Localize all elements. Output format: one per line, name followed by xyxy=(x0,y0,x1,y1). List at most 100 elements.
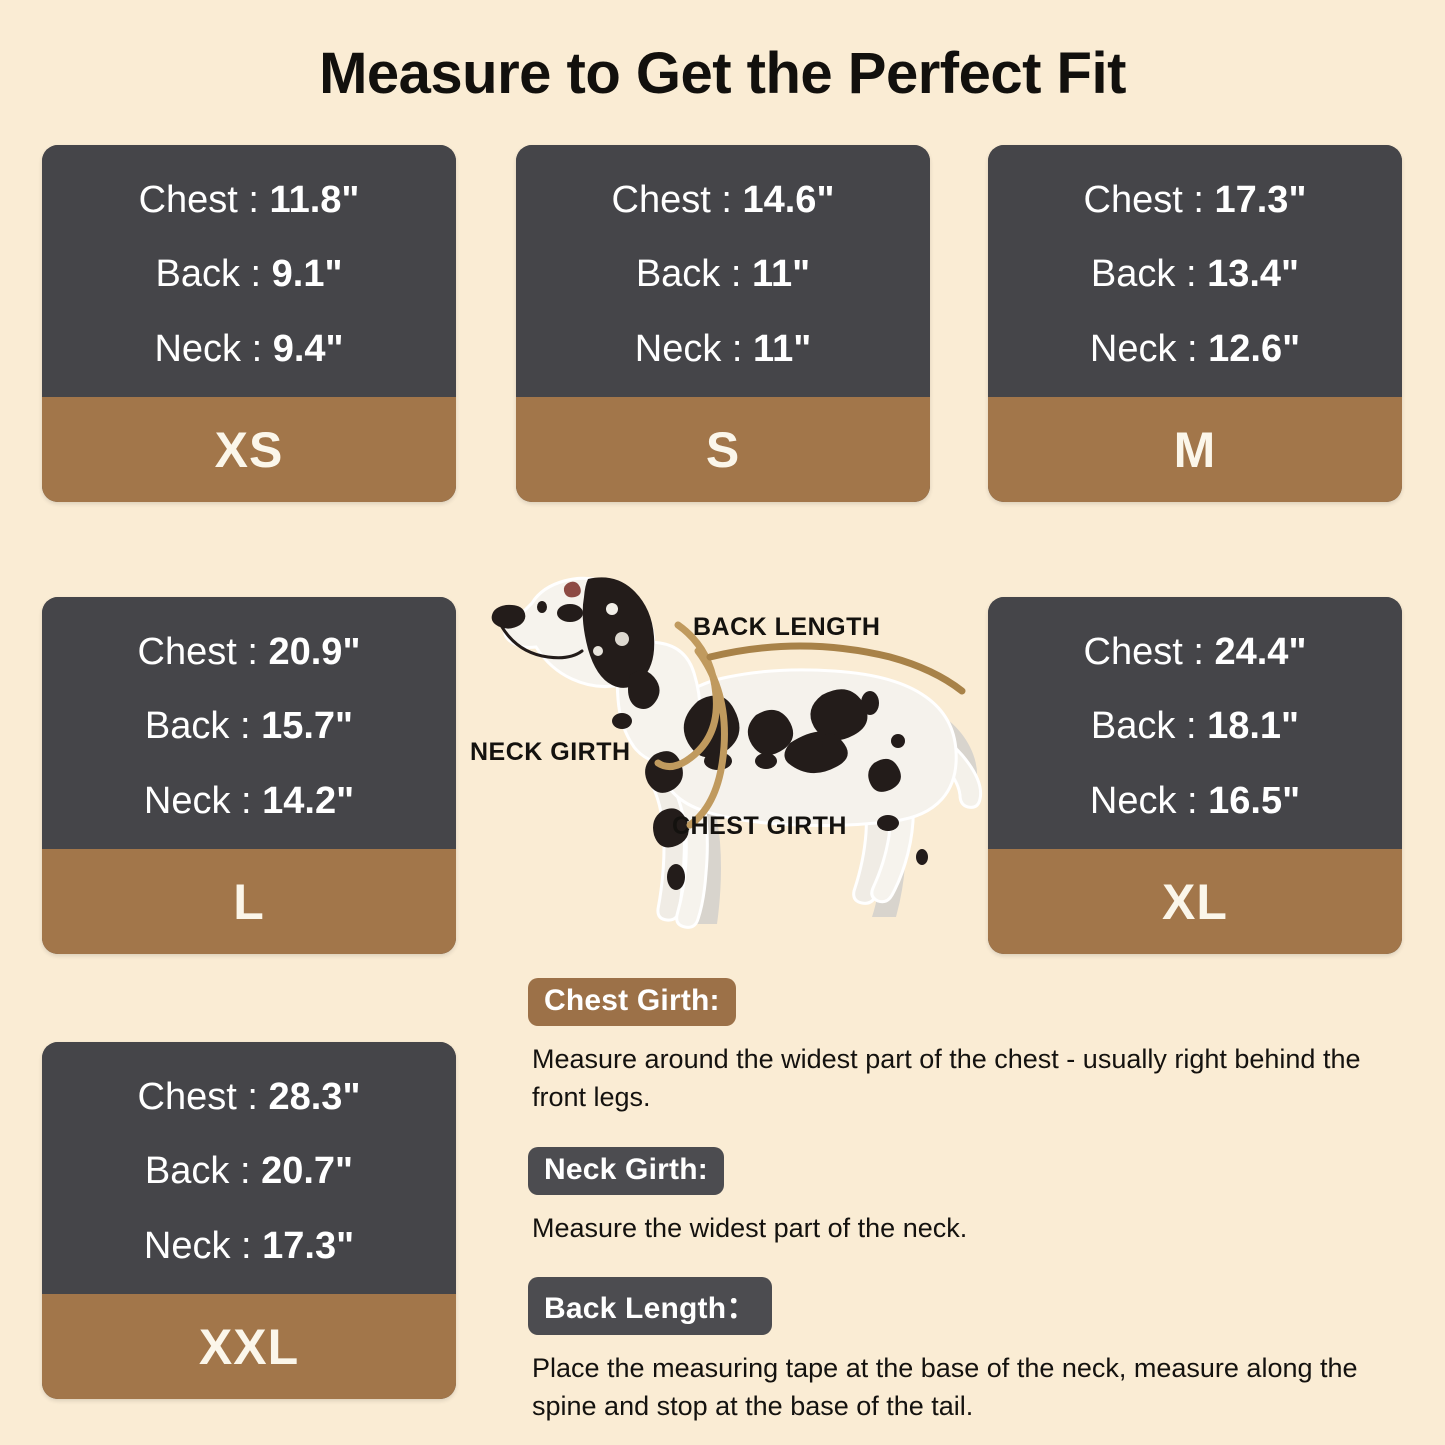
measurement-row: Chest : 24.4" xyxy=(1084,631,1307,674)
size-label: L xyxy=(233,873,265,930)
size-card-footer: M xyxy=(988,397,1402,502)
dog-measurement-diagram xyxy=(470,565,990,935)
dog-eye xyxy=(537,601,547,613)
size-card-footer: XS xyxy=(42,397,456,502)
measurement-row: Neck : 9.4" xyxy=(154,328,343,371)
dog-spot xyxy=(755,753,777,769)
measurement-label: Back : xyxy=(1090,705,1208,748)
dog-spot xyxy=(822,733,838,753)
chest-girth-description: Measure around the widest part of the ch… xyxy=(532,1044,1361,1113)
chest-girth-arc xyxy=(686,647,728,829)
measurement-value: 20.9" xyxy=(268,630,361,673)
dog-spot xyxy=(877,815,899,831)
measurement-row: Chest : 14.6" xyxy=(612,179,835,222)
chest-girth-heading: Chest Girth: xyxy=(528,978,736,1026)
measurement-row: Back : 11" xyxy=(636,253,810,296)
page-title: Measure to Get the Perfect Fit xyxy=(319,41,1126,106)
measurement-row: Neck : 17.3" xyxy=(144,1225,354,1268)
instruction-block-back-length: Back Length： Place the measuring tape at… xyxy=(528,1276,1408,1426)
measurement-value: 9.4" xyxy=(272,328,344,371)
back-length-heading: Back Length： xyxy=(528,1276,773,1335)
measurement-value: 11" xyxy=(751,253,811,296)
measurement-row: Neck : 11" xyxy=(635,328,811,371)
size-label: M xyxy=(1173,421,1217,478)
measurement-value: 28.3" xyxy=(268,1075,361,1118)
measurement-row: Chest : 20.9" xyxy=(138,631,361,674)
measurement-value: 13.4" xyxy=(1207,253,1300,296)
measurement-value: 12.6" xyxy=(1208,328,1301,371)
size-label: XS xyxy=(214,421,284,478)
measurement-label: Neck : xyxy=(154,328,273,371)
size-card-s: Chest : 14.6" Back : 11" Neck : 11" S xyxy=(516,145,930,502)
dog-spot xyxy=(810,689,868,741)
dog-spot xyxy=(645,751,683,793)
measurement-value: 9.1" xyxy=(271,253,343,296)
size-card-measurements: Chest : 14.6" Back : 11" Neck : 11" xyxy=(516,145,930,397)
dog-spot xyxy=(628,670,660,709)
dalmatian-dog-icon xyxy=(491,576,983,929)
size-card-measurements: Chest : 11.8" Back : 9.1" Neck : 9.4" xyxy=(42,145,456,397)
dog-spot xyxy=(868,758,901,792)
dog-spot xyxy=(653,808,689,848)
size-label: XL xyxy=(1162,873,1228,930)
size-card-footer: L xyxy=(42,849,456,954)
size-card-m: Chest : 17.3" Back : 13.4" Neck : 12.6" … xyxy=(988,145,1402,502)
size-card-footer: S xyxy=(516,397,930,502)
neck-girth-description: Measure the widest part of the neck. xyxy=(532,1212,968,1243)
instruction-block-neck-girth: Neck Girth: Measure the widest part of t… xyxy=(528,1146,1408,1247)
back-length-diagram-label: BACK LENGTH xyxy=(693,613,881,641)
dog-spot xyxy=(667,864,685,890)
measurement-label: Chest : xyxy=(1083,178,1215,221)
measurement-row: Back : 15.7" xyxy=(145,705,353,748)
measurement-value: 17.3" xyxy=(262,1225,355,1268)
measurement-value: 24.4" xyxy=(1214,630,1307,673)
measurement-row: Chest : 17.3" xyxy=(1084,179,1307,222)
dog-nose xyxy=(491,604,526,629)
size-card-xxl: Chest : 28.3" Back : 20.7" Neck : 17.3" … xyxy=(42,1042,456,1399)
measurement-row: Chest : 11.8" xyxy=(139,179,360,222)
measurement-value: 11.8" xyxy=(269,178,360,221)
chest-girth-diagram-label: CHEST GIRTH xyxy=(672,812,847,840)
measurement-label: Back : xyxy=(144,705,262,748)
measurement-label: Chest : xyxy=(1083,630,1215,673)
dog-spot xyxy=(891,734,905,748)
measurement-label: Chest : xyxy=(138,178,270,221)
measurement-row: Neck : 14.2" xyxy=(144,780,354,823)
measurement-label: Neck : xyxy=(143,1225,263,1268)
size-card-measurements: Chest : 24.4" Back : 18.1" Neck : 16.5" xyxy=(988,597,1402,849)
dog-spot xyxy=(747,709,794,756)
measurement-row: Back : 13.4" xyxy=(1091,253,1299,296)
measurement-label: Back : xyxy=(1090,253,1208,296)
instruction-block-chest-girth: Chest Girth: Measure around the widest p… xyxy=(528,978,1408,1117)
measurement-row: Back : 20.7" xyxy=(145,1150,353,1193)
measurement-label: Back : xyxy=(144,1150,262,1193)
measurement-label: Chest : xyxy=(611,178,743,221)
neck-girth-diagram-label: NECK GIRTH xyxy=(470,738,631,766)
measurement-value: 14.6" xyxy=(742,178,835,221)
measurement-instructions: Chest Girth: Measure around the widest p… xyxy=(528,978,1408,1426)
measurement-label: Neck : xyxy=(1089,328,1209,371)
measurement-row: Neck : 16.5" xyxy=(1090,780,1300,823)
dog-spot xyxy=(861,691,879,715)
back-length-arc xyxy=(706,642,966,695)
measurement-label: Back : xyxy=(155,253,272,296)
measurement-label: Neck : xyxy=(634,328,754,371)
dog-spot xyxy=(612,713,632,729)
measurement-row: Neck : 12.6" xyxy=(1090,328,1300,371)
ear-spot xyxy=(615,632,629,646)
measurement-label: Neck : xyxy=(1089,780,1209,823)
size-card-l: Chest : 20.9" Back : 15.7" Neck : 14.2" … xyxy=(42,597,456,954)
size-card-xl: Chest : 24.4" Back : 18.1" Neck : 16.5" … xyxy=(988,597,1402,954)
measurement-label: Chest : xyxy=(137,1075,269,1118)
size-card-measurements: Chest : 28.3" Back : 20.7" Neck : 17.3" xyxy=(42,1042,456,1294)
measurement-value: 17.3" xyxy=(1214,178,1307,221)
size-label: XXL xyxy=(198,1318,300,1375)
measurement-label: Neck : xyxy=(143,780,263,823)
measurement-row: Back : 9.1" xyxy=(156,253,343,296)
neck-girth-heading: Neck Girth: xyxy=(528,1146,724,1195)
measurement-value: 14.2" xyxy=(262,780,355,823)
dog-ear xyxy=(582,577,655,688)
size-card-footer: XXL xyxy=(42,1294,456,1399)
neck-girth-arc xyxy=(654,621,720,770)
